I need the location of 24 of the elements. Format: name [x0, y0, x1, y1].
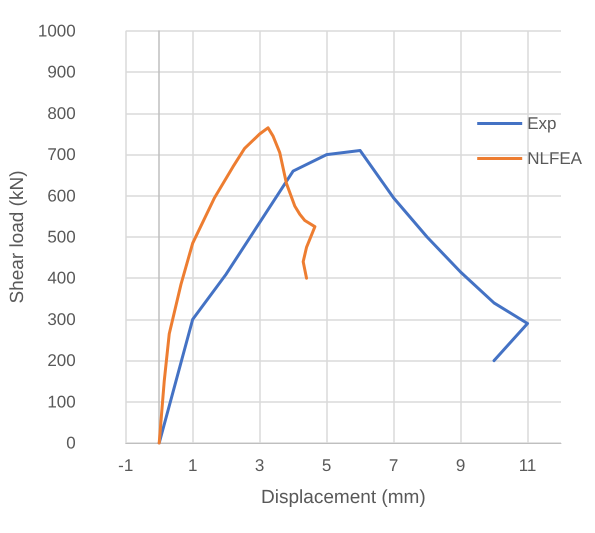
legend-label: Exp — [527, 114, 557, 133]
y-tick-label: 700 — [47, 145, 76, 164]
y-tick-label: 0 — [66, 434, 76, 452]
y-axis-title: Shear load (kN) — [7, 170, 28, 304]
x-tick-label: 11 — [518, 456, 536, 475]
y-tick-label: 500 — [47, 228, 76, 246]
y-tick-label: 400 — [47, 268, 76, 288]
x-tick-label: -1 — [118, 456, 134, 475]
line-series — [158, 126, 316, 444]
x-tick-label: 5 — [322, 456, 332, 475]
line-series — [158, 148, 530, 444]
y-tick-label: 200 — [47, 351, 76, 370]
x-tick-label: 9 — [456, 456, 466, 475]
y-tick-label: 100 — [47, 392, 76, 412]
y-tick-label: 600 — [47, 186, 76, 206]
y-tick-label: 300 — [47, 310, 76, 329]
y-tick-label: 800 — [47, 104, 76, 123]
x-tick-label: 3 — [254, 456, 264, 475]
x-tick-label: 7 — [388, 456, 398, 475]
y-tick-label: 1000 — [38, 22, 76, 40]
y-tick-label: 900 — [47, 62, 76, 82]
x-tick-label: 1 — [188, 456, 198, 475]
x-axis-title: Displacement (mm) — [261, 487, 426, 508]
legend-label: NLFEA — [527, 149, 583, 168]
